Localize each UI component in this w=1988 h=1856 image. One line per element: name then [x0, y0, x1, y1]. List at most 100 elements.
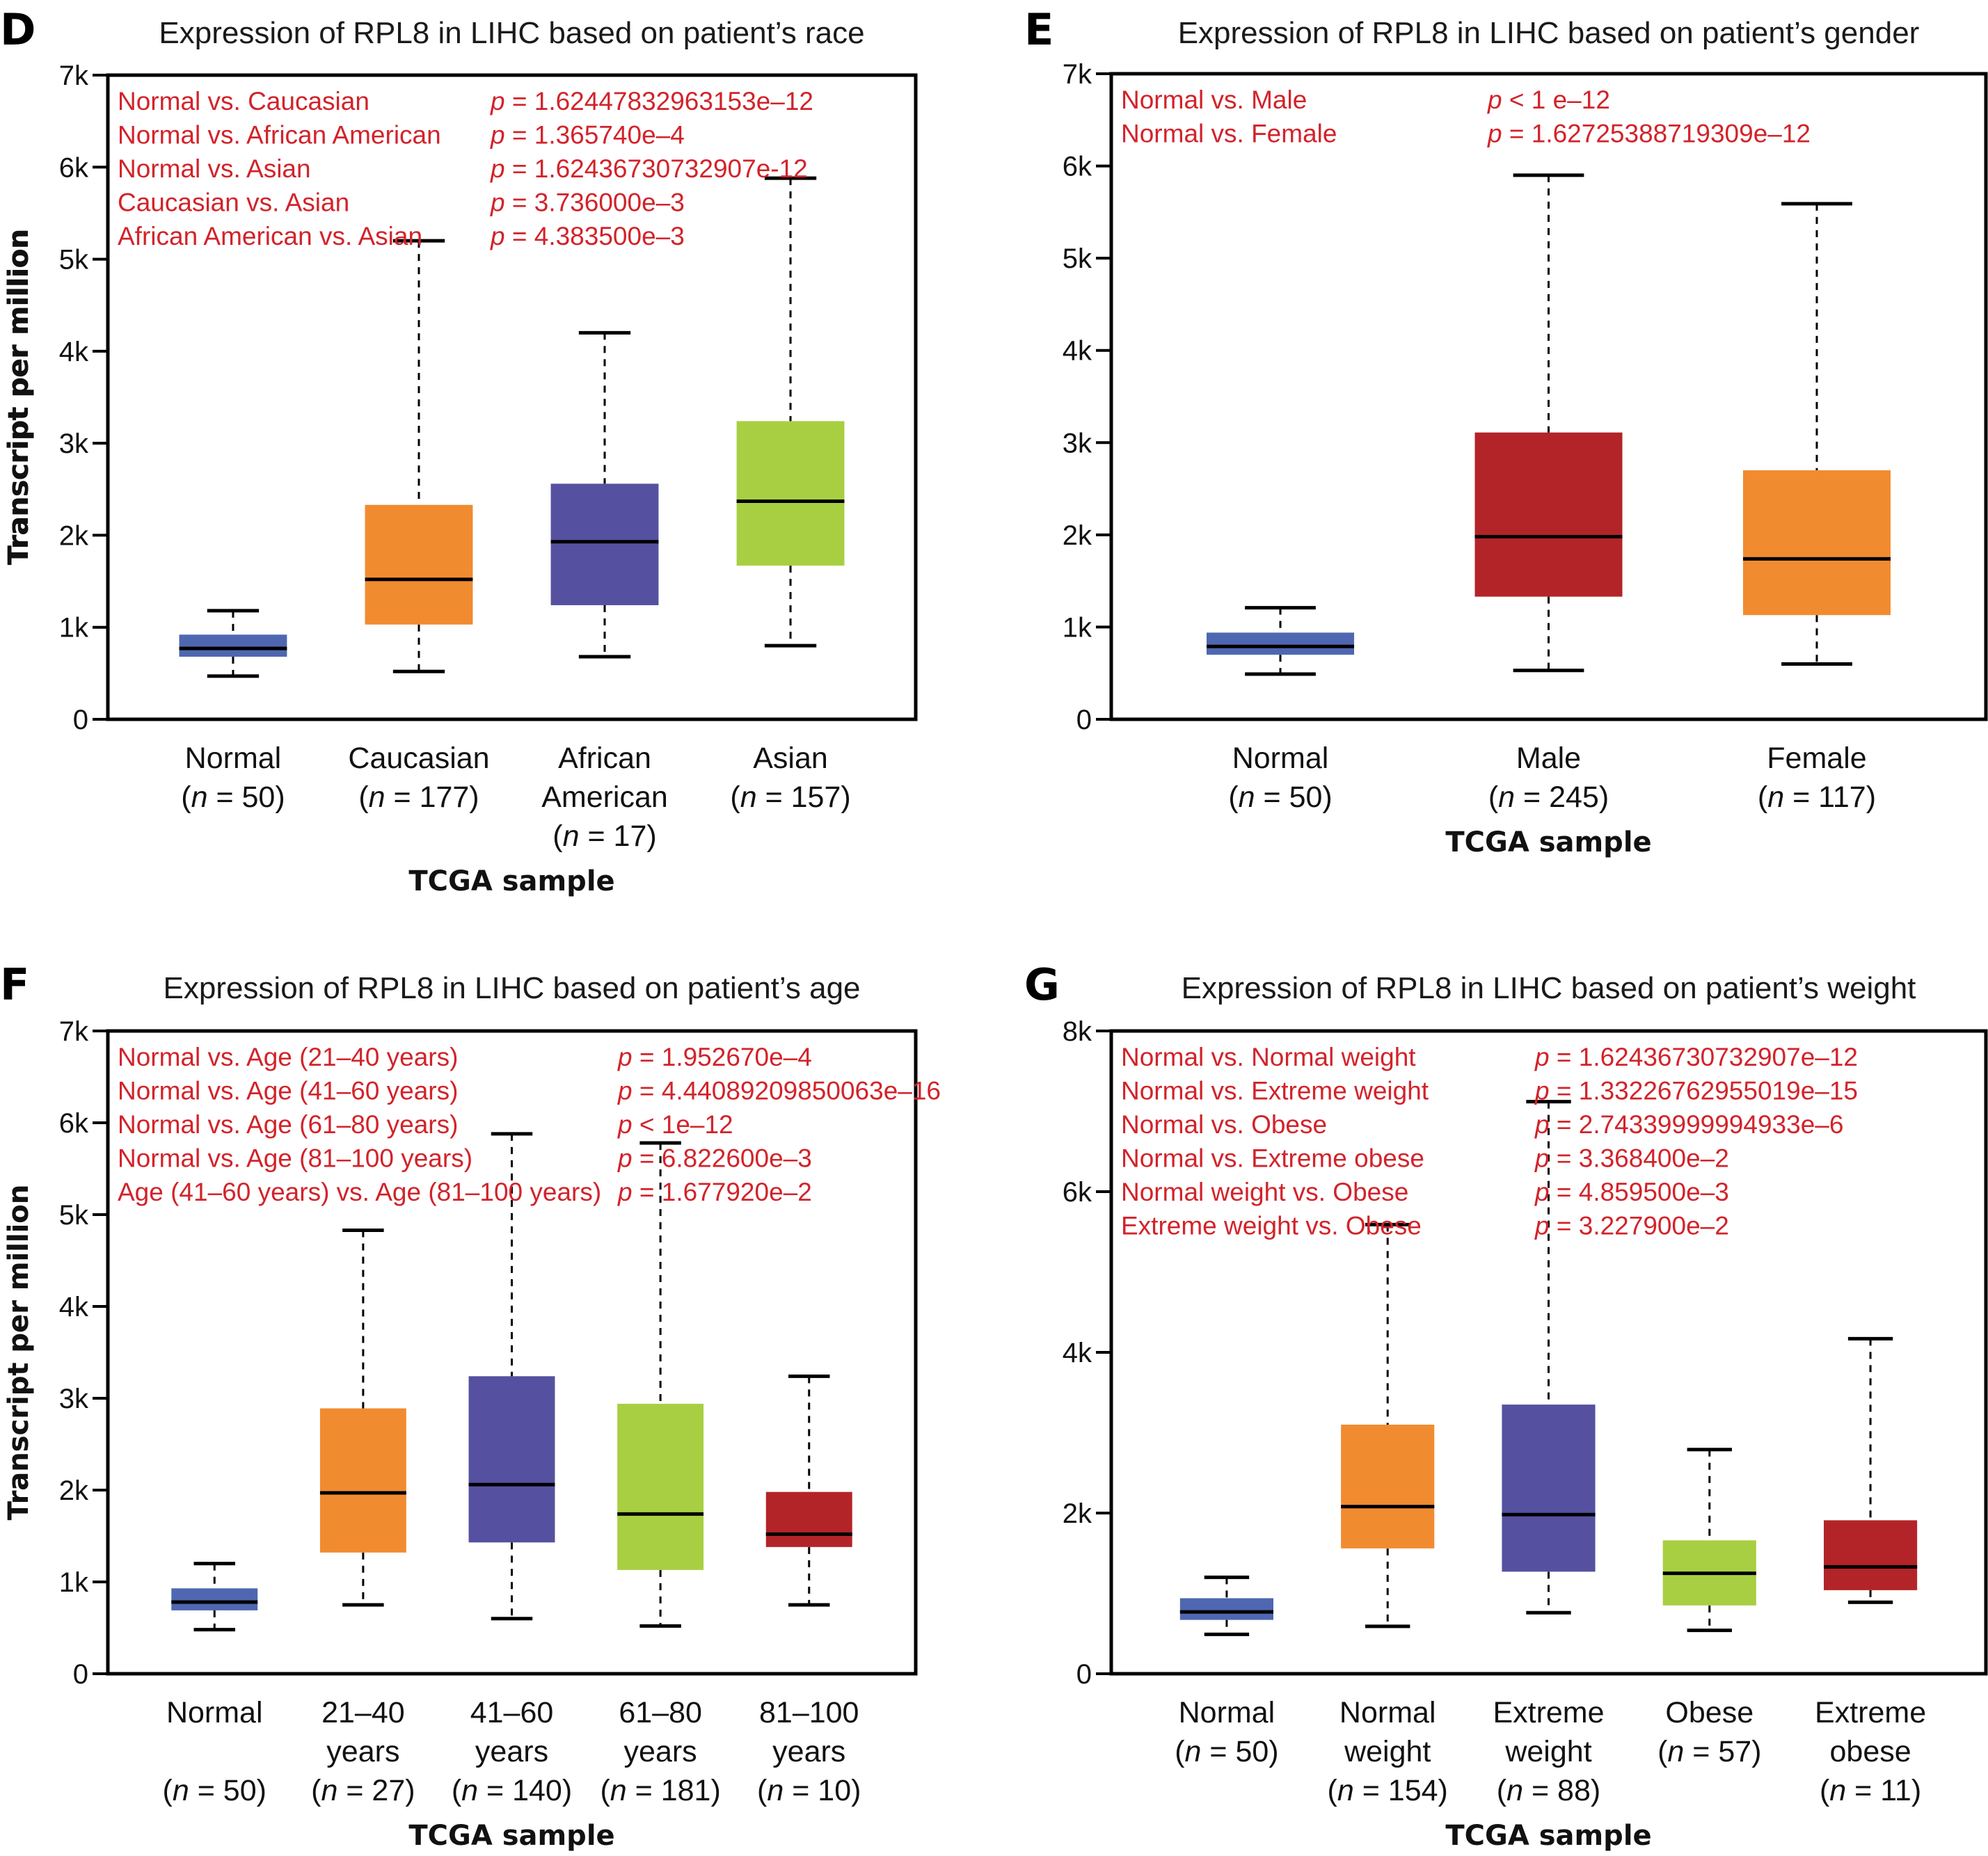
box-female [1742, 202, 1891, 666]
annotation-label: Normal vs. Extreme weight [1121, 1077, 1429, 1105]
x-category-label: (n = 50) [1175, 1735, 1278, 1768]
x-category-label: (n = 154) [1328, 1774, 1448, 1807]
annotation-label: Caucasian vs. Asian [118, 189, 349, 217]
x-category-label: (n = 181) [600, 1774, 720, 1807]
y-tick-label: 6k [59, 152, 89, 183]
annotation-label: Normal vs. Age (41–60 years) [118, 1077, 458, 1105]
y-tick-label: 2k [1063, 520, 1092, 551]
annotation-label: African American vs. Asian [118, 222, 422, 250]
box-normal-weight [1341, 1222, 1435, 1629]
y-tick-label: 5k [59, 1200, 89, 1231]
panel-d: D Expression of RPL8 in LIHC based on pat… [0, 4, 918, 897]
x-category-label: (n = 245) [1488, 781, 1609, 814]
annotation-p-value: p = 1.62436730732907e-12 [490, 154, 808, 183]
x-category-label: obese [1829, 1735, 1911, 1768]
y-tick-label: 4k [1063, 336, 1092, 367]
annotation-p-value: p = 3.368400e–2 [1534, 1144, 1729, 1173]
y-tick-label: 7k [1063, 59, 1092, 90]
y-axis-label: Transcript per million [3, 1185, 35, 1521]
y-tick-label: 0 [1076, 705, 1092, 735]
y-tick-label: 5k [1063, 243, 1092, 274]
annotation-label: Normal vs. Obese [1121, 1110, 1327, 1139]
x-category-label: (n = 50) [1228, 781, 1332, 814]
iqr-box [1341, 1424, 1435, 1549]
y-tick-label: 2k [59, 1475, 89, 1506]
x-category-label: (n = 177) [358, 781, 479, 814]
box-extreme-weight [1502, 1100, 1596, 1615]
x-category-label: 21–40 [321, 1696, 405, 1729]
iqr-box [1179, 1598, 1273, 1620]
annotation-label: Normal vs. African American [118, 121, 441, 150]
x-category-label: 81–100 [759, 1696, 859, 1729]
iqr-box [171, 1588, 258, 1610]
x-category-label: African [558, 742, 651, 775]
iqr-box [319, 1408, 406, 1553]
plot-frame [106, 1029, 918, 1676]
annotation-p-value: p < 1e–12 [617, 1110, 733, 1139]
annotation-p-value: p = 2.74339999994933e–6 [1534, 1110, 1843, 1139]
annotation-label: Extreme weight vs. Obese [1121, 1212, 1422, 1240]
y-axis-label: Transcript per million [3, 230, 35, 566]
iqr-box [468, 1376, 555, 1543]
x-category-label: (n = 157) [730, 781, 850, 814]
x-category-label: American [541, 781, 668, 814]
y-tick-label: 0 [73, 1659, 88, 1690]
x-category-label: Normal [166, 1696, 263, 1729]
y-tick-label: 2k [59, 520, 89, 551]
iqr-box [765, 1491, 852, 1547]
chart-title: Expression of RPL8 in LIHC based on pati… [1182, 971, 1916, 1005]
iqr-box [550, 483, 659, 605]
panel-letter: F [0, 959, 29, 1010]
annotation-p-value: p = 1.33226762955019e–15 [1534, 1077, 1858, 1105]
plot-frame [1109, 72, 1988, 721]
y-tick-label: 6k [59, 1108, 89, 1139]
panel-e: E Expression of RPL8 in LIHC based on pat… [3, 4, 1988, 858]
annotation-p-value: p = 3.736000e–3 [490, 189, 685, 217]
iqr-box [1474, 432, 1623, 597]
x-category-label: Normal [1232, 742, 1329, 775]
y-tick-label: 0 [73, 705, 88, 735]
panel-g: G Expression of RPL8 in LIHC based on pat… [3, 959, 1988, 1852]
x-category-label: years [326, 1735, 399, 1768]
box-61-80-years [617, 1141, 704, 1628]
x-axis-label: TCGA sample [1445, 1820, 1651, 1852]
x-category-label: Extreme [1493, 1696, 1604, 1729]
box-normal [179, 609, 287, 678]
annotation-p-value: p = 4.44089209850063e–16 [617, 1077, 941, 1105]
box-caucasian [365, 239, 473, 673]
y-tick-label: 4k [59, 337, 89, 367]
y-tick-label: 1k [1063, 612, 1092, 643]
x-category-label: (n = 50) [163, 1774, 267, 1807]
annotation-p-value: p = 1.62725388719309e–12 [1487, 120, 1811, 148]
box-male [1474, 173, 1623, 673]
x-category-label: Extreme [1815, 1696, 1926, 1729]
x-category-label: 61–80 [619, 1696, 702, 1729]
x-category-label: Female [1767, 742, 1866, 775]
annotation-label: Normal vs. Caucasian [118, 87, 369, 115]
chart-title: Expression of RPL8 in LIHC based on pati… [159, 16, 864, 50]
y-axis-label: Transcript per million [3, 1185, 35, 1521]
annotation-label: Normal vs. Male [1121, 86, 1307, 114]
x-category-label: Normal [185, 742, 282, 775]
x-category-label: years [475, 1735, 548, 1768]
box-21-40-years [319, 1228, 406, 1607]
box-41-60-years [468, 1132, 555, 1621]
annotation-p-value: p = 1.62436730732907e–12 [1534, 1043, 1858, 1071]
chart-title: Expression of RPL8 in LIHC based on pati… [1178, 16, 1920, 50]
annotation-label: Normal vs. Extreme obese [1121, 1144, 1424, 1173]
box-81-100-years [765, 1374, 852, 1607]
x-category-label: weight [1344, 1735, 1431, 1768]
y-tick-label: 3k [59, 1384, 89, 1414]
annotation-p-value: p < 1 e–12 [1487, 86, 1610, 114]
annotation-label: Normal vs. Female [1121, 120, 1337, 148]
annotation-p-value: p = 4.383500e–3 [490, 222, 685, 250]
y-tick-label: 5k [59, 245, 89, 275]
panel-letter: G [1024, 959, 1060, 1010]
iqr-box [736, 421, 845, 566]
box-normal [1207, 606, 1355, 676]
y-tick-label: 8k [1063, 1016, 1092, 1047]
iqr-box [1742, 470, 1891, 616]
x-category-label: Male [1516, 742, 1581, 775]
y-tick-label: 7k [59, 1016, 89, 1047]
